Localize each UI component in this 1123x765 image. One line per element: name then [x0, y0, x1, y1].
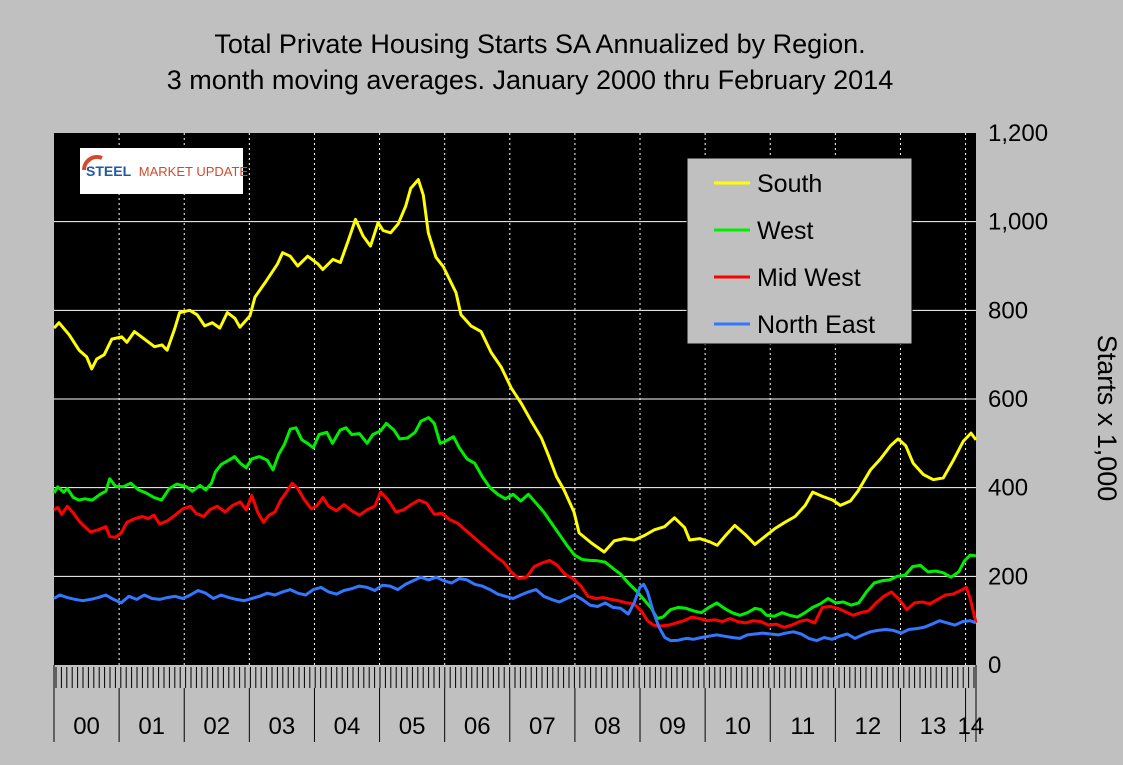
series-line-south — [52, 178, 978, 554]
logo-brand-text: STEEL — [86, 163, 132, 179]
legend-label: South — [757, 170, 822, 198]
legend-label: North East — [757, 311, 875, 339]
logo-box — [80, 148, 243, 194]
chart-subtitle: 3 month moving averages. January 2000 th… — [167, 65, 893, 95]
chart-title: Total Private Housing Starts SA Annualiz… — [214, 29, 865, 59]
y-axis-label: Starts x 1,000 — [1092, 335, 1122, 502]
x-tick-label: 07 — [529, 713, 556, 740]
x-tick-label: 02 — [203, 713, 230, 740]
logo-rest-text: MARKET UPDATE — [139, 164, 249, 179]
legend-box — [686, 157, 913, 345]
x-tick-label: 01 — [138, 713, 165, 740]
y-axis-ticks: 0 200 400 600 800 1,000 1,200 — [988, 120, 1048, 679]
x-tick-label: 13 — [920, 713, 947, 740]
x-tick-label: 08 — [594, 713, 621, 740]
x-tick-label: 00 — [73, 713, 100, 740]
x-tick-label: 11 — [790, 713, 815, 740]
series-lines — [52, 178, 978, 643]
y-tick-label: 600 — [988, 386, 1028, 413]
legend-label: Mid West — [757, 264, 861, 292]
legend-label: West — [757, 217, 814, 245]
x-tick-label: 12 — [855, 713, 882, 740]
y-tick-label: 1,000 — [988, 209, 1048, 236]
legend: South West Mid West North East — [686, 157, 913, 345]
logo-text: STEEL MARKET UPDATE — [86, 163, 248, 179]
x-tick-label: 03 — [269, 713, 296, 740]
x-tick-label: 04 — [334, 713, 361, 740]
x-axis: 00 01 02 03 04 05 06 07 08 09 10 11 12 13 14 — [53, 665, 984, 742]
x-tick-label: 09 — [659, 713, 686, 740]
x-tick-label: 05 — [399, 713, 426, 740]
y-tick-label: 400 — [988, 475, 1028, 502]
series-line-north-east — [53, 575, 977, 643]
x-tick-label: 10 — [724, 713, 751, 740]
x-tick-label: 06 — [464, 713, 491, 740]
y-tick-label: 200 — [988, 563, 1028, 590]
logo: STEEL MARKET UPDATE — [80, 148, 248, 194]
y-tick-label: 0 — [988, 652, 1001, 679]
y-tick-label: 800 — [988, 297, 1028, 324]
y-tick-label: 1,200 — [988, 120, 1048, 147]
series-line-mid-west — [53, 481, 978, 629]
logo-arc-icon — [82, 155, 103, 171]
x-tick-label: 14 — [957, 713, 984, 740]
series-line-west — [52, 416, 977, 620]
